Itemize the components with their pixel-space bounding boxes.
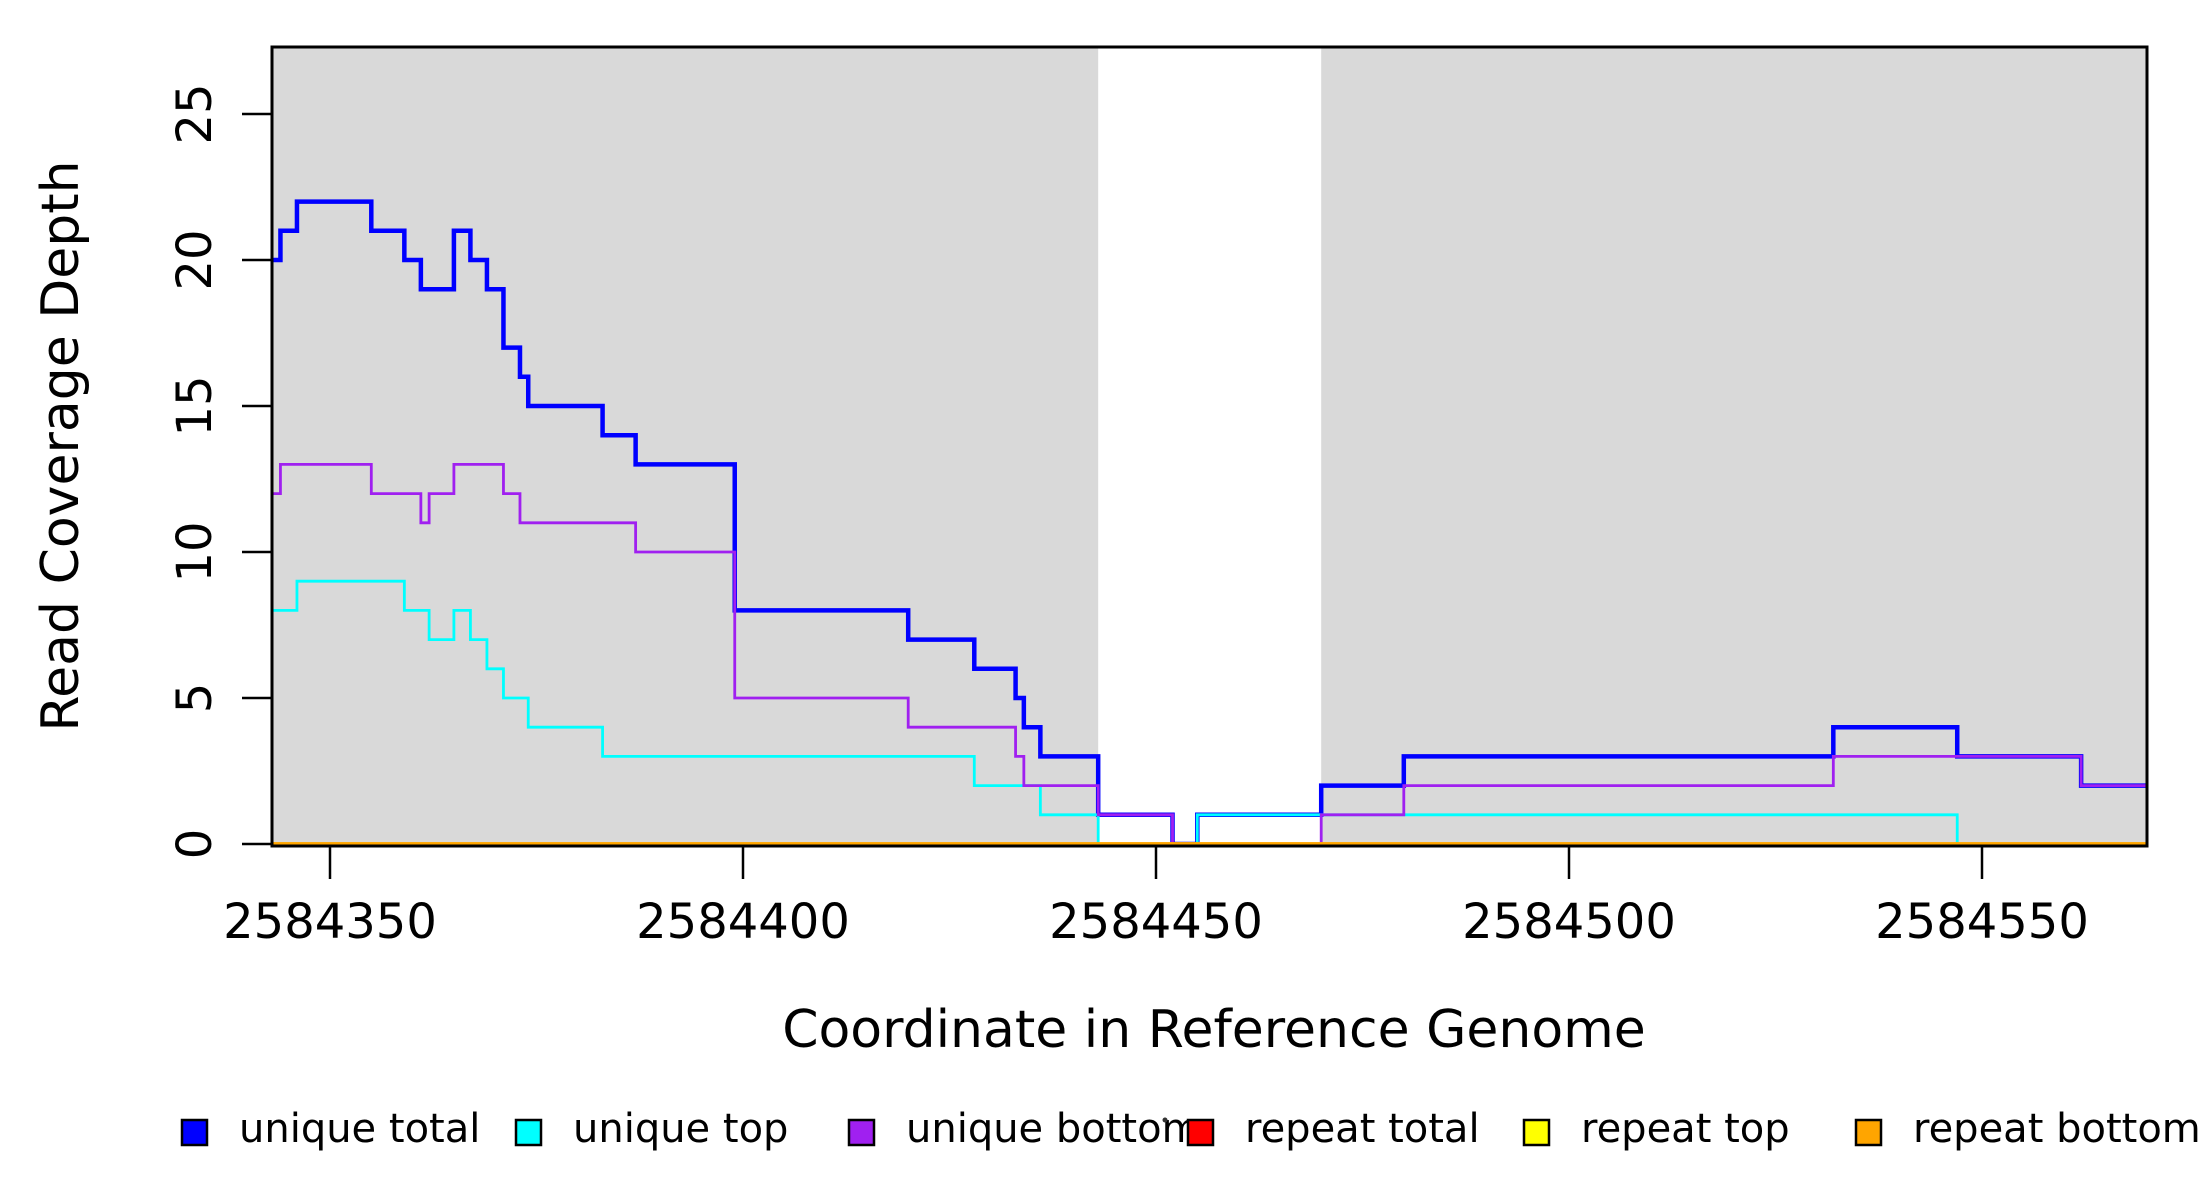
y-tick-label: 10 <box>167 521 223 582</box>
legend-swatch-unique-bottom <box>847 1118 876 1147</box>
y-tick-label: 15 <box>167 375 223 436</box>
legend-swatch-unique-total <box>180 1118 209 1147</box>
y-axis-title: Read Coverage Depth <box>31 160 91 731</box>
series-unique-bottom <box>272 463 2148 846</box>
x-tick-label: 2584450 <box>1049 894 1263 950</box>
shaded-region <box>1321 47 2148 846</box>
x-axis-title: Coordinate in Reference Genome <box>782 1000 1646 1060</box>
legend-label-unique-bottom: unique bottom <box>906 1106 1201 1152</box>
x-tick-label: 2584550 <box>1875 894 2089 950</box>
legend-label-repeat-bottom: repeat bottom <box>1913 1106 2200 1152</box>
plot-border <box>270 45 2149 848</box>
legend-label-repeat-top: repeat top <box>1581 1106 1790 1152</box>
y-tick-label: 5 <box>167 683 223 714</box>
y-tick-label: 25 <box>167 83 223 144</box>
x-tick-label: 2584400 <box>636 894 850 950</box>
legend-swatch-repeat-bottom <box>1854 1118 1883 1147</box>
legend-swatch-repeat-total <box>1186 1118 1215 1147</box>
legend-swatch-repeat-top <box>1522 1118 1551 1147</box>
y-tick-label: 0 <box>167 829 223 860</box>
legend-label-unique-top: unique top <box>573 1106 788 1152</box>
stray-mark <box>1162 1117 1168 1123</box>
y-tick-label: 20 <box>167 229 223 290</box>
shaded-region <box>272 47 1099 846</box>
x-tick-label: 2584500 <box>1462 894 1676 950</box>
x-tick-label: 2584350 <box>223 894 437 950</box>
legend-label-repeat-total: repeat total <box>1245 1106 1480 1152</box>
series-unique-total <box>272 199 2148 847</box>
legend-swatch-unique-top <box>514 1118 543 1147</box>
legend-label-unique-total: unique total <box>239 1106 480 1152</box>
